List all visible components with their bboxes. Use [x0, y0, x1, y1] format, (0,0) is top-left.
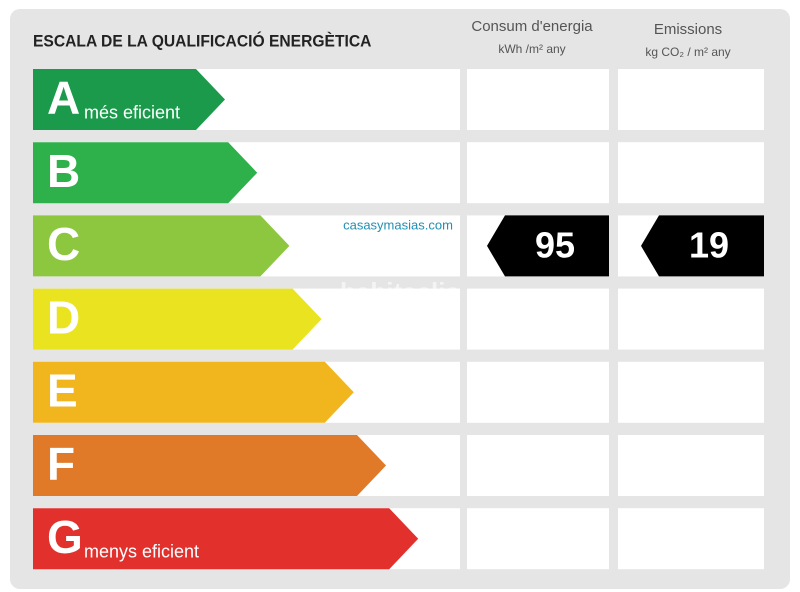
energy-cell	[467, 142, 609, 204]
rating-arrow	[33, 508, 419, 570]
emissions-cell	[618, 435, 764, 496]
energy-cell	[467, 288, 609, 350]
column-unit: kg CO₂ / m² any	[645, 45, 730, 59]
column-unit: kWh /m² any	[498, 42, 565, 56]
emissions-cell	[618, 142, 764, 204]
rating-arrow	[33, 69, 225, 130]
rating-arrow	[33, 288, 322, 350]
column-title: Emissions	[654, 21, 722, 38]
rating-letter: E	[47, 364, 78, 416]
rating-arrow	[33, 215, 290, 277]
title: ESCALA DE LA QUALIFICACIÓ ENERGÈTICA	[33, 31, 372, 51]
emissions-cell	[618, 288, 764, 350]
rating-letter: G	[47, 511, 83, 563]
rating-letter: C	[47, 218, 80, 270]
watermark: casasymasias.com	[343, 217, 453, 232]
rating-label: més eficient	[84, 102, 180, 122]
rating-label: menys eficient	[84, 541, 199, 561]
emissions-cell	[618, 508, 764, 570]
emissions-cell	[618, 361, 764, 423]
rating-letter: B	[47, 145, 80, 197]
energy-marker	[487, 215, 609, 277]
rating-arrow	[33, 142, 258, 204]
energy-cell	[467, 361, 609, 423]
energy-value: 95	[535, 224, 575, 265]
energy-cell	[467, 69, 609, 130]
emissions-marker	[641, 215, 764, 277]
column-title: Consum d'energia	[471, 18, 593, 35]
watermark: habitaclia	[340, 277, 460, 307]
rating-letter: D	[47, 291, 80, 343]
energy-cell	[467, 435, 609, 496]
energy-cell	[467, 508, 609, 570]
rating-arrow	[33, 435, 386, 496]
rating-letter: A	[47, 72, 80, 124]
rating-letter: F	[47, 438, 75, 490]
emissions-cell	[618, 69, 764, 130]
rating-arrow	[33, 361, 354, 423]
emissions-value: 19	[689, 224, 729, 265]
